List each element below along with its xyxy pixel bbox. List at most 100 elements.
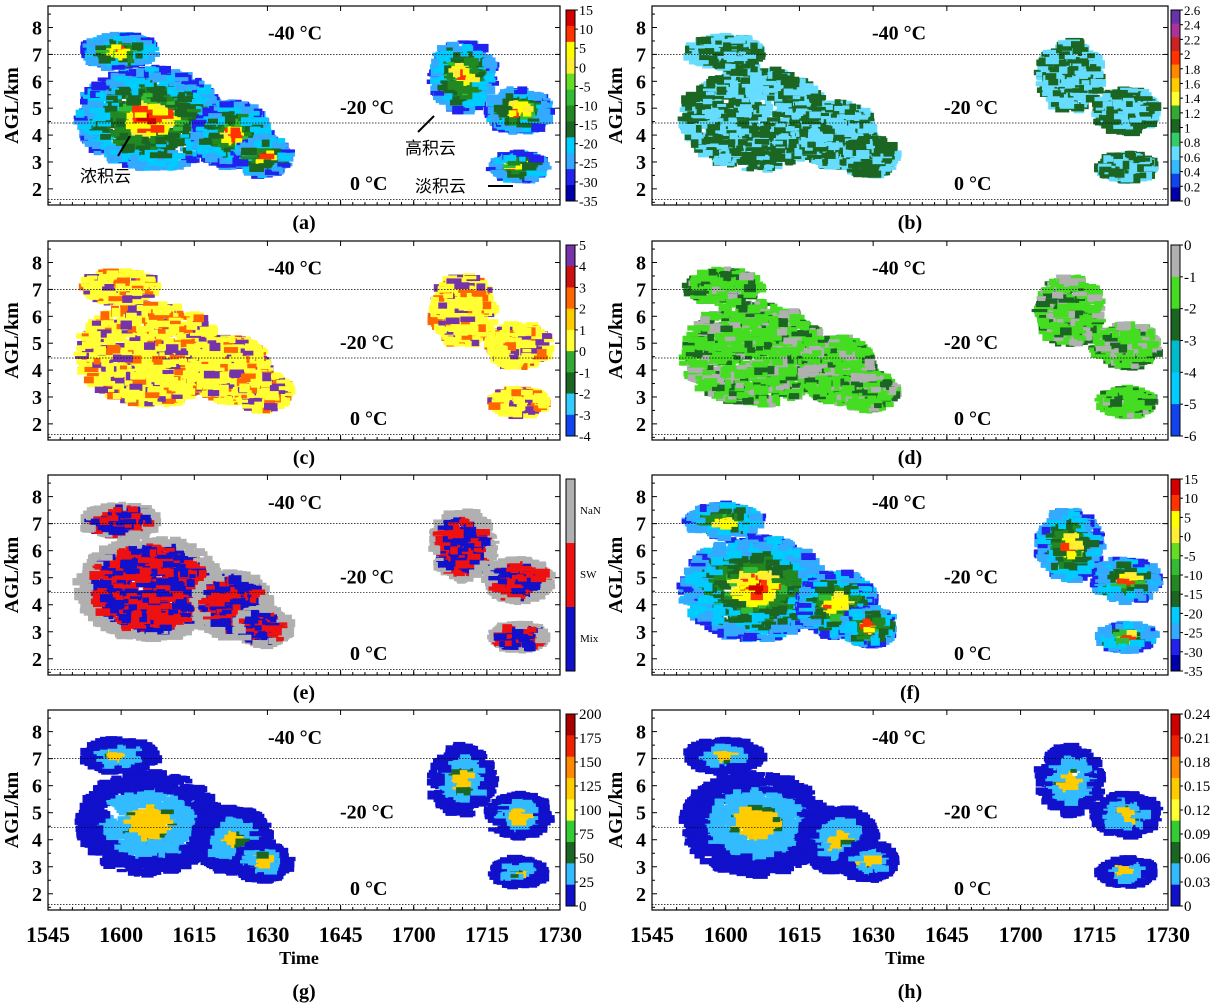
y-tick-label: 3 (32, 857, 42, 879)
colorbar-segment (566, 778, 575, 800)
y-axis-label: AGL/km (605, 771, 627, 848)
colorbar-frame (565, 244, 576, 437)
y-tick-label: 8 (636, 722, 646, 744)
colorbar: 15 10 5 0 -5 -10 -15 -20 -25 -30 -35 (565, 4, 598, 210)
colorbar-tick-label: 1.4 (1184, 91, 1201, 106)
colorbar-tick-label: 0.21 (1184, 731, 1210, 747)
colorbar-tick-label: 175 (579, 731, 602, 747)
colorbar-tick-label: 4 (579, 260, 586, 275)
y-tick-label: 4 (636, 830, 646, 852)
y-tick-label: 2 (636, 179, 646, 201)
heatmap-cells (677, 32, 1162, 185)
y-axis-label: AGL/km (605, 302, 627, 379)
annotation-label: 浓积云 (80, 167, 131, 186)
colorbar-segment (1171, 591, 1180, 608)
colorbar-segment (1171, 884, 1180, 907)
isotherm-label: -40 °C (268, 727, 322, 749)
colorbar-segment (1171, 639, 1180, 656)
colorbar-segment (566, 266, 575, 288)
colorbar-segment (566, 607, 575, 671)
y-tick-label: 2 (32, 414, 42, 436)
colorbar-tick-label: -25 (579, 157, 598, 172)
colorbar-segment (566, 137, 575, 154)
colorbar-segment (1171, 479, 1180, 496)
panel-f: -40 °C -20 °C 0 °C 2 3 4 5 6 7 8 AGL/km (f) 15 10 5 0 -5… (605, 473, 1203, 704)
colorbar-segment (566, 185, 575, 202)
colorbar-segment (1171, 404, 1180, 437)
y-tick-label: 7 (636, 44, 646, 66)
colorbar-tick-label: 0 (1184, 531, 1191, 546)
colorbar-segment (566, 393, 575, 416)
colorbar-segment (566, 25, 575, 43)
colorbar-frame (565, 478, 576, 672)
colorbar-segment (566, 842, 575, 864)
colorbar-tick-label: 0.06 (1184, 851, 1211, 867)
colorbar-segment (1171, 132, 1180, 147)
y-tick-label: 8 (32, 487, 42, 509)
x-tick-label: 1700 (392, 922, 436, 947)
colorbar-segment (1171, 308, 1180, 341)
y-tick-label: 7 (32, 514, 42, 536)
colorbar-segment (1171, 50, 1180, 66)
y-tick-label: 4 (32, 125, 42, 147)
colorbar-tick-label: 5 (579, 239, 586, 254)
colorbar-tick-label: 0.4 (1184, 165, 1201, 180)
y-tick-label: 2 (636, 649, 646, 671)
colorbar-segment (566, 73, 575, 91)
panel-d: -40 °C -20 °C 0 °C 2 3 4 5 6 7 8 AGL/km (d) 0 -1 -2 -3 -… (605, 238, 1197, 469)
colorbar: 5 4 3 2 1 0 -1 -2 -3 -4 (565, 239, 591, 445)
colorbar: 15 10 5 0 -5 -10 -15 -20 -25 -30 -35 (1170, 473, 1203, 680)
isotherm-label: 0 °C (350, 173, 387, 195)
colorbar-segment (566, 820, 575, 843)
colorbar-tick-label: -2 (1184, 302, 1197, 318)
colorbar-category: NaN (580, 505, 601, 517)
colorbar-segment (1171, 735, 1180, 758)
y-tick-label: 3 (32, 622, 42, 644)
colorbar-segment (566, 245, 575, 267)
x-tick-label: 1600 (704, 922, 748, 947)
colorbar-segment (1171, 245, 1180, 278)
colorbar-category: Mix (580, 633, 599, 645)
isotherm-label: -20 °C (340, 567, 394, 589)
y-tick-label: 5 (636, 803, 646, 825)
y-tick-label: 4 (32, 595, 42, 617)
colorbar-tick-label: -5 (579, 80, 591, 95)
isotherm-label: -40 °C (268, 258, 322, 280)
y-tick-label: 5 (636, 568, 646, 590)
y-tick-label: 3 (636, 622, 646, 644)
heatmap-cells (74, 736, 555, 890)
heatmap-cells (73, 31, 556, 184)
x-tick-label: 1630 (245, 922, 289, 947)
colorbar-segment (1171, 78, 1180, 93)
y-axis-label: AGL/km (1, 67, 23, 144)
y-tick-label: 7 (32, 44, 42, 66)
y-tick-label: 5 (636, 98, 646, 120)
colorbar-segment (1171, 340, 1180, 373)
colorbar-segment (1171, 607, 1180, 624)
isotherm-label: -40 °C (872, 23, 926, 45)
x-tick-label: 1615 (777, 922, 821, 947)
y-tick-label: 3 (32, 152, 42, 174)
isotherm-label: -20 °C (944, 567, 998, 589)
y-tick-label: 8 (32, 18, 42, 40)
y-tick-label: 5 (32, 568, 42, 590)
y-tick-label: 3 (32, 387, 42, 409)
colorbar-tick-label: 100 (579, 803, 602, 819)
x-tick-label: 1700 (999, 922, 1043, 947)
y-tick-label: 4 (636, 360, 646, 382)
colorbar-tick-label: 0 (579, 61, 586, 76)
colorbar-tick-label: -4 (1184, 365, 1197, 381)
colorbar-tick-label: 5 (1184, 511, 1191, 526)
colorbar-segment (1171, 23, 1180, 38)
y-tick-label: 8 (636, 253, 646, 275)
colorbar-segment (566, 10, 575, 27)
colorbar-tick-label: -3 (579, 409, 591, 424)
y-tick-label: 4 (32, 360, 42, 382)
colorbar-segment (566, 884, 575, 907)
isotherm-label: -20 °C (340, 332, 394, 354)
colorbar-segment (566, 153, 575, 170)
colorbar-segment (1171, 559, 1180, 576)
colorbar-segment (566, 351, 575, 373)
y-tick-label: 8 (636, 487, 646, 509)
